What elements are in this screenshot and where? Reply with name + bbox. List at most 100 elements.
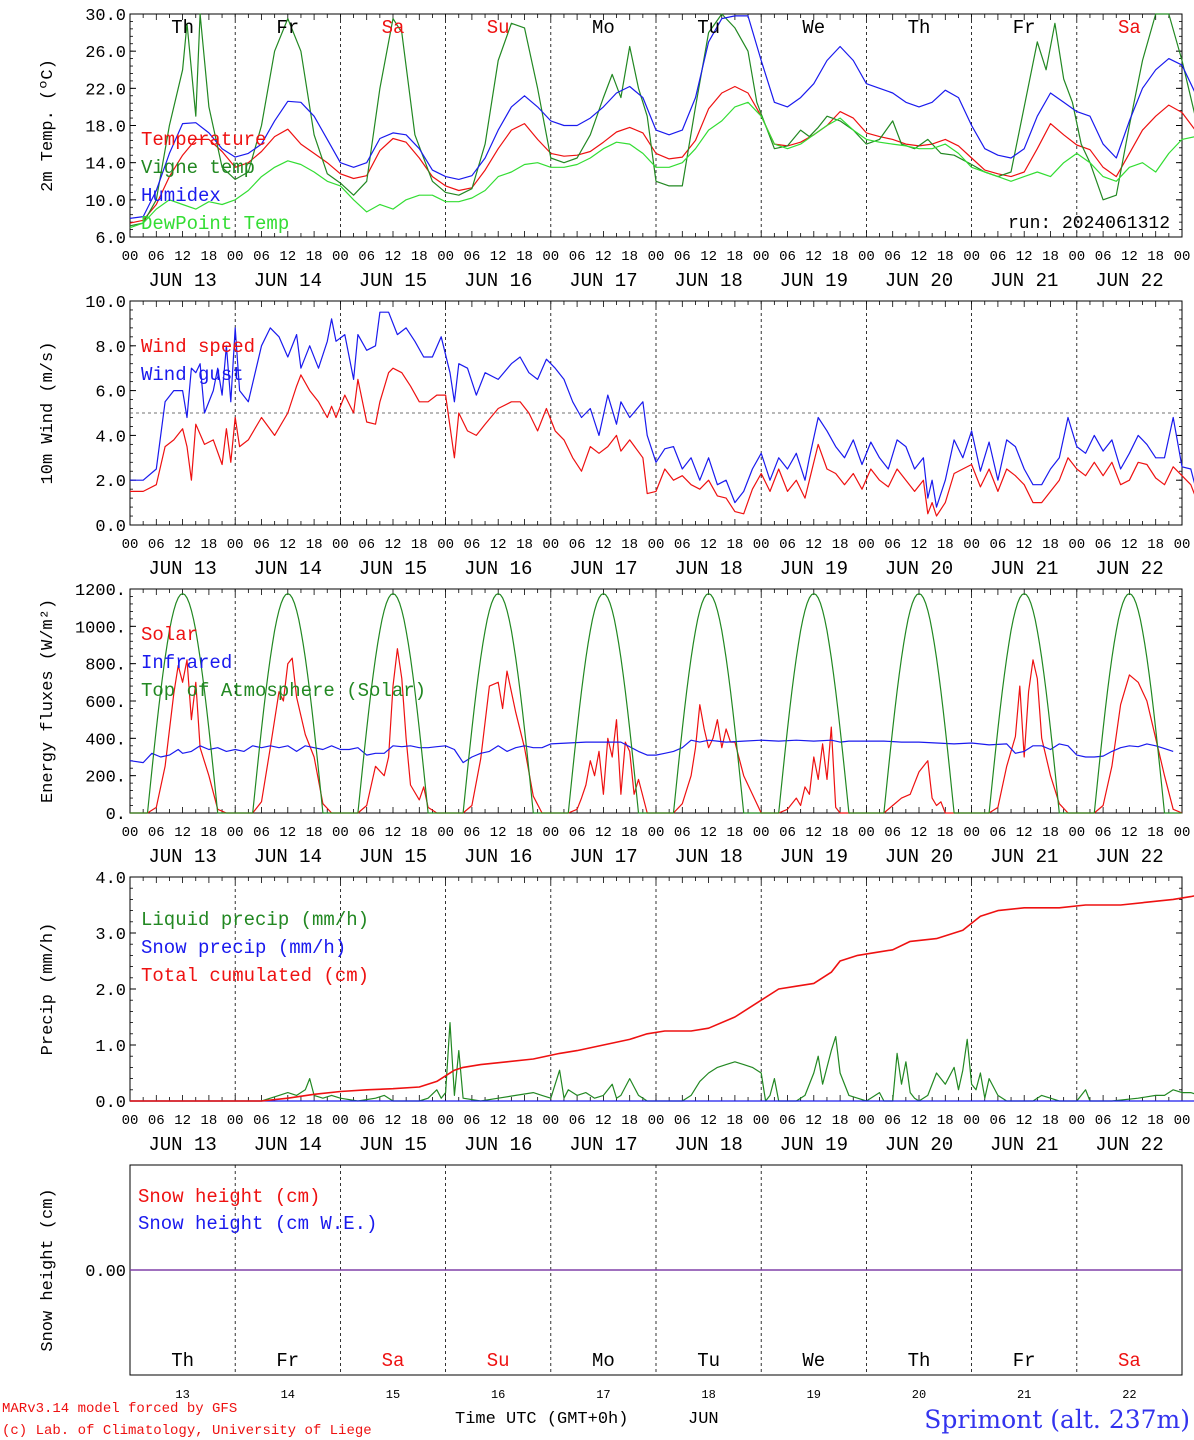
x-tick-label: 12 — [1016, 537, 1033, 553]
x-tick-label: 18 — [937, 1113, 954, 1129]
date-label: JUN 15 — [359, 846, 427, 868]
x-tick-label: 18 — [411, 537, 428, 553]
x-tick-label: 18 — [516, 825, 533, 841]
x-tick-label: 18 — [726, 537, 743, 553]
weekday-label: Tu — [697, 17, 720, 39]
x-tick-label: 18 — [621, 1113, 638, 1129]
x-tick-label: 06 — [253, 825, 270, 841]
x-tick-label: 12 — [279, 1113, 296, 1129]
series-line — [129, 739, 1174, 764]
date-label: JUN 14 — [254, 558, 322, 580]
day-number: 13 — [175, 1388, 189, 1402]
y-tick-label: 2.0 — [95, 982, 126, 1001]
x-tick-label: 12 — [1121, 1113, 1138, 1129]
x-tick-label: 12 — [911, 825, 928, 841]
x-tick-label: 06 — [779, 249, 796, 265]
x-tick-label: 00 — [858, 1113, 875, 1129]
x-tick-label: 12 — [174, 249, 191, 265]
plot-frame — [129, 13, 1183, 238]
x-tick-label: 00 — [122, 825, 139, 841]
x-tick-label: 18 — [726, 1113, 743, 1129]
x-tick-label: 06 — [884, 249, 901, 265]
legend-entry: Liquid precip (mm/h) — [141, 909, 369, 931]
y-tick-label: 22.0 — [85, 81, 126, 100]
x-tick-label: 00 — [122, 1113, 139, 1129]
x-tick-label: 12 — [490, 1113, 507, 1129]
day-number: 17 — [596, 1388, 610, 1402]
day-number: 21 — [1017, 1388, 1031, 1402]
x-tick-label: 18 — [1042, 825, 1059, 841]
x-tick-label: 06 — [674, 249, 691, 265]
x-tick-label: 12 — [490, 249, 507, 265]
day-number: 16 — [491, 1388, 505, 1402]
x-tick-label: 18 — [306, 537, 323, 553]
x-tick-label: 06 — [884, 1113, 901, 1129]
x-tick-label: 06 — [674, 1113, 691, 1129]
weekday-label: Su — [487, 1350, 510, 1372]
date-label: JUN 15 — [359, 1134, 427, 1156]
y-tick-label: 18.0 — [85, 119, 126, 138]
x-tick-label: 00 — [227, 537, 244, 553]
x-tick-label: 00 — [332, 1113, 349, 1129]
x-tick-label: 06 — [463, 249, 480, 265]
x-tick-label: 00 — [753, 1113, 770, 1129]
date-label: JUN 13 — [148, 270, 216, 292]
x-tick-label: 12 — [1016, 249, 1033, 265]
x-tick-label: 12 — [490, 537, 507, 553]
x-tick-label: 18 — [726, 825, 743, 841]
date-label: JUN 15 — [359, 558, 427, 580]
x-tick-label: 18 — [200, 249, 217, 265]
x-tick-label: 12 — [805, 537, 822, 553]
x-tick-label: 06 — [463, 537, 480, 553]
series-line — [129, 85, 1194, 224]
legend-entry: Infrared — [141, 652, 232, 674]
date-label: JUN 22 — [1095, 846, 1163, 868]
x-tick-label: 06 — [253, 537, 270, 553]
x-tick-label: 18 — [937, 825, 954, 841]
y-tick-label: 10.0 — [85, 294, 126, 313]
x-tick-label: 06 — [674, 825, 691, 841]
date-label: JUN 16 — [464, 558, 532, 580]
series-line — [129, 15, 1194, 219]
x-tick-label: 18 — [200, 1113, 217, 1129]
y-tick-label: 1.0 — [95, 1038, 126, 1057]
x-tick-label: 12 — [279, 825, 296, 841]
x-tick-label: 06 — [253, 249, 270, 265]
x-tick-label: 00 — [1174, 825, 1191, 841]
date-label: JUN 16 — [464, 270, 532, 292]
x-tick-label: 18 — [1147, 825, 1164, 841]
y-tick-label: 600. — [85, 694, 126, 713]
date-label: JUN 14 — [254, 1134, 322, 1156]
x-tick-label: 00 — [1068, 249, 1085, 265]
date-label: JUN 14 — [254, 270, 322, 292]
x-tick-label: 00 — [858, 249, 875, 265]
x-tick-label: 00 — [437, 825, 454, 841]
x-tick-label: 12 — [385, 249, 402, 265]
x-tick-label: 00 — [753, 825, 770, 841]
x-tick-label: 12 — [1121, 249, 1138, 265]
panel-4: 0.0 1.0 2.0 3.0 4.0 Precip (mm/h) Liquid preci… — [39, 870, 1194, 1156]
x-tick-label: 18 — [832, 825, 849, 841]
x-tick-label: 06 — [1095, 537, 1112, 553]
panel-3: 0. 200. 400. 600. 800. 1000. 1200. Energy fluxe… — [39, 582, 1190, 868]
x-tick-label: 18 — [200, 537, 217, 553]
day-number: 20 — [912, 1388, 926, 1402]
x-tick-label: 12 — [1016, 825, 1033, 841]
day-number: 19 — [807, 1388, 821, 1402]
x-tick-label: 06 — [1095, 1113, 1112, 1129]
x-tick-label: 06 — [989, 249, 1006, 265]
weekday-label: Th — [908, 1350, 931, 1372]
x-tick-label: 06 — [989, 1113, 1006, 1129]
y-tick-label: 10.0 — [85, 193, 126, 212]
x-tick-label: 12 — [911, 249, 928, 265]
series-line — [130, 367, 1194, 517]
x-tick-label: 06 — [1095, 249, 1112, 265]
weekday-label: Mo — [592, 1350, 615, 1372]
x-tick-label: 18 — [516, 249, 533, 265]
run-annotation: run: 2024061312 — [1008, 214, 1170, 234]
x-tick-label: 00 — [227, 1113, 244, 1129]
x-tick-label: 12 — [385, 537, 402, 553]
x-tick-label: 12 — [174, 1113, 191, 1129]
y-axis-label: 2m Temp. (ºC) — [39, 59, 58, 192]
date-label: JUN 18 — [674, 270, 742, 292]
